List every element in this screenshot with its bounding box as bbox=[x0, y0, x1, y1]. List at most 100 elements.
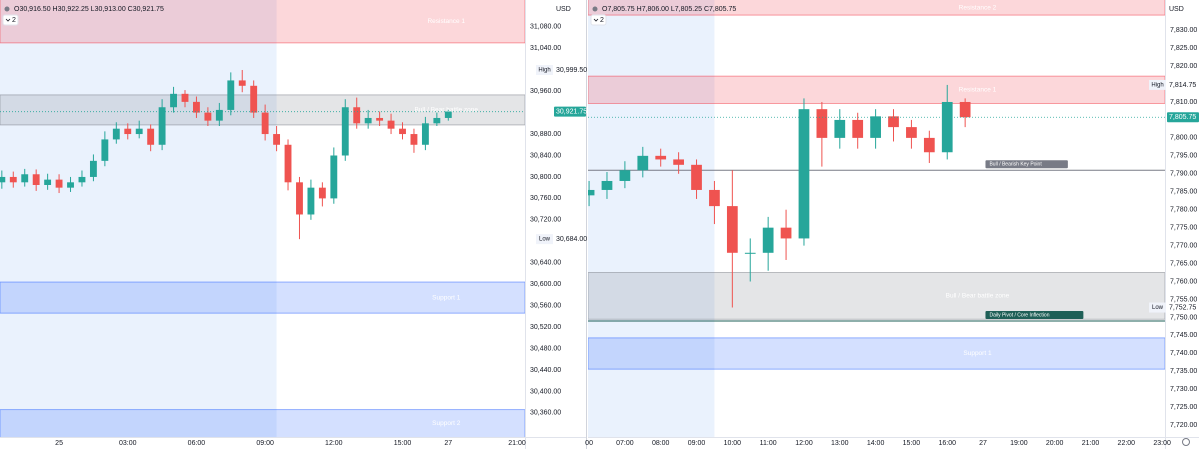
interval-menu: 2 bbox=[600, 17, 604, 24]
zone-label: Resistance 2 bbox=[959, 4, 997, 11]
level-label: Bull / Bearish Key Point bbox=[989, 162, 1042, 168]
last-price: 7,805.75 bbox=[1169, 114, 1196, 121]
zone-label: Support 1 bbox=[963, 350, 992, 357]
y-tick-label: 30,480.00 bbox=[530, 345, 561, 352]
candle-body bbox=[410, 134, 418, 145]
session-shade bbox=[588, 0, 715, 437]
marker-value: 7,752.75 bbox=[1169, 304, 1196, 311]
ohlc-header: O7,805.75 H7,806.00 L7,805.25 C7,805.75 bbox=[602, 6, 736, 13]
interval-chevron bbox=[593, 18, 599, 22]
marker-value-box bbox=[1167, 79, 1199, 90]
candle-body bbox=[78, 176, 86, 183]
candle-body bbox=[215, 109, 223, 121]
x-tick-label: 15:00 bbox=[903, 440, 921, 447]
last-price: 30,921.75 bbox=[556, 109, 587, 116]
y-tick-label: 30,440.00 bbox=[530, 367, 561, 374]
x-tick-label: 14:00 bbox=[867, 440, 885, 447]
y-tick-label: 7,810.00 bbox=[1170, 99, 1197, 106]
candle-body bbox=[834, 119, 846, 138]
candle-body bbox=[744, 252, 756, 254]
marker-tag-box bbox=[1149, 302, 1166, 313]
candle-body bbox=[32, 174, 40, 185]
y-tick-label: 7,740.00 bbox=[1170, 350, 1197, 357]
zone-label: Resistance 1 bbox=[427, 18, 465, 25]
y-tick-label: 30,760.00 bbox=[530, 195, 561, 202]
candle-body bbox=[238, 80, 246, 86]
marker-value-box bbox=[1167, 302, 1199, 313]
candle-body bbox=[273, 134, 281, 145]
marker-value: 7,814.75 bbox=[1169, 82, 1196, 89]
y-tick-label: 7,760.00 bbox=[1170, 278, 1197, 285]
y-tick-label: 30,880.00 bbox=[530, 131, 561, 138]
candle-body bbox=[762, 227, 774, 253]
x-tick-label: 21:00 bbox=[1082, 440, 1100, 447]
candle-body bbox=[816, 109, 828, 138]
candle-body bbox=[941, 101, 953, 153]
plot-area: Resistance 1 Bull / Bear battle zone Suppo… bbox=[0, 0, 525, 437]
candle-body bbox=[135, 128, 143, 135]
candle-body bbox=[601, 180, 613, 190]
y-tick-label: 7,750.00 bbox=[1170, 314, 1197, 321]
x-tick-label: 12:00 bbox=[795, 440, 813, 447]
y-tick-label: 7,735.00 bbox=[1170, 368, 1197, 375]
candle-body bbox=[655, 155, 667, 160]
marker-value-box bbox=[554, 234, 586, 245]
zone-label: Support 1 bbox=[432, 294, 461, 301]
zone-label: Bull / Bear battle zone bbox=[946, 293, 1010, 300]
zone bbox=[588, 75, 1165, 104]
level-label: Daily Pivot / Core Inflection bbox=[989, 312, 1049, 318]
candle-body bbox=[888, 116, 899, 128]
candle-body bbox=[89, 160, 97, 177]
candle-body bbox=[399, 128, 406, 135]
symbol-dot bbox=[592, 6, 598, 12]
candle-body bbox=[923, 137, 935, 153]
interval-menu-box[interactable] bbox=[2, 14, 19, 26]
candle-body bbox=[318, 187, 326, 199]
marker-tag: High bbox=[538, 68, 550, 74]
x-tick-label: 03:00 bbox=[119, 440, 137, 447]
marker-tag-box bbox=[1149, 79, 1166, 90]
y-tick-label: 30,400.00 bbox=[530, 388, 561, 395]
candle-body bbox=[780, 227, 792, 239]
x-tick-label: 22:00 bbox=[1118, 440, 1136, 447]
candle-body bbox=[9, 176, 17, 183]
candle-body bbox=[433, 117, 441, 124]
zone bbox=[588, 0, 1165, 16]
y-tick-label: 7,820.00 bbox=[1170, 63, 1197, 70]
candle-body bbox=[341, 107, 349, 156]
y-tick-label: 30,840.00 bbox=[530, 152, 561, 159]
zone bbox=[0, 409, 525, 437]
x-tick-label: 11:00 bbox=[760, 440, 777, 447]
marker-tag-box bbox=[536, 64, 553, 75]
y-tick-label: 30,360.00 bbox=[530, 410, 561, 417]
x-tick-label: 07:00 bbox=[616, 440, 634, 447]
candle-body bbox=[330, 155, 338, 199]
y-tick-label: 7,785.00 bbox=[1170, 189, 1197, 196]
y-tick-label: 7,775.00 bbox=[1170, 225, 1197, 232]
candle-body bbox=[307, 187, 315, 215]
candle-body bbox=[147, 128, 155, 145]
y-tick-label: 30,960.00 bbox=[530, 88, 561, 95]
interval-menu-box[interactable] bbox=[590, 14, 607, 26]
candle-body bbox=[387, 120, 395, 129]
candle-body bbox=[227, 80, 235, 110]
last-price-box bbox=[554, 106, 586, 117]
candle-body bbox=[353, 107, 361, 124]
marker-tag: High bbox=[1151, 83, 1163, 89]
marker-value-box bbox=[554, 64, 586, 75]
candle-body bbox=[588, 189, 595, 196]
candle-body bbox=[67, 182, 74, 188]
last-price-box bbox=[1167, 112, 1199, 123]
y-tick-label: 30,800.00 bbox=[530, 174, 561, 181]
plot-area: Resistance 2 Resistance 1 Bull / Bear batt… bbox=[588, 0, 1165, 437]
x-tick-label: 12:00 bbox=[325, 440, 343, 447]
x-tick-label: 16:00 bbox=[938, 440, 956, 447]
candle-body bbox=[619, 170, 631, 181]
y-tick-label: 7,825.00 bbox=[1170, 45, 1197, 52]
x-tick-label: 09:00 bbox=[256, 440, 274, 447]
y-tick-label: 30,720.00 bbox=[530, 217, 561, 224]
zone-label: Resistance 1 bbox=[959, 86, 997, 93]
candle-body bbox=[193, 101, 200, 113]
x-tick-label: 13:00 bbox=[831, 440, 849, 447]
settings-icons[interactable] bbox=[1182, 438, 1190, 446]
